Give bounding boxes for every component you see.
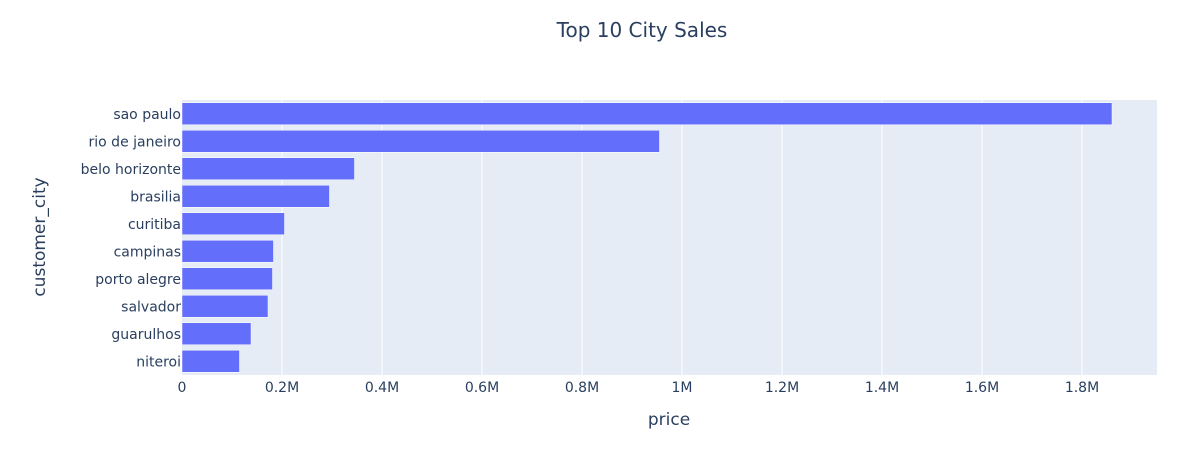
x-tick-label: 0.4M	[365, 380, 399, 396]
y-tick-label: campinas	[114, 244, 181, 260]
y-tick-label: curitiba	[128, 217, 181, 233]
bar-curitiba	[181, 212, 285, 235]
bar-campinas	[181, 240, 274, 263]
x-tick-label: 1.4M	[865, 380, 899, 396]
x-tick-label: 0.8M	[565, 380, 599, 396]
y-tick-label: salvador	[121, 299, 181, 315]
bar-porto-alegre	[181, 267, 273, 290]
y-tick-label: rio de janeiro	[89, 134, 181, 150]
bar-niteroi	[181, 350, 240, 373]
x-tick-label: 1M	[672, 380, 693, 396]
y-tick-labels: sao paulo rio de janeiro belo horizonte bra…	[81, 107, 182, 371]
y-tick-label: sao paulo	[113, 107, 181, 123]
x-tick-label: 0.2M	[265, 380, 299, 396]
x-tick-label: 0	[178, 380, 187, 396]
x-tick-label: 1.6M	[965, 380, 999, 396]
x-tick-label: 0.6M	[465, 380, 499, 396]
x-tick-label: 1.8M	[1065, 380, 1099, 396]
bars	[181, 102, 1113, 373]
y-tick-label: belo horizonte	[81, 162, 181, 178]
bar-belo-horizonte	[181, 157, 355, 180]
bar-brasilia	[181, 185, 330, 208]
chart-title: Top 10 City Sales	[556, 18, 728, 42]
bar-guarulhos	[181, 322, 252, 345]
y-tick-label: niteroi	[136, 354, 181, 370]
y-tick-label: brasilia	[130, 189, 181, 205]
bar-sao-paulo	[181, 102, 1113, 125]
bar-salvador	[181, 295, 269, 318]
y-tick-label: guarulhos	[111, 327, 181, 343]
x-tick-label: 1.2M	[765, 380, 799, 396]
y-axis-title: customer_city	[30, 177, 50, 296]
y-tick-label: porto alegre	[95, 272, 181, 288]
bar-rio-de-janeiro	[181, 130, 660, 153]
x-tick-labels: 0 0.2M 0.4M 0.6M 0.8M 1M 1.2M 1.4M 1.6M 1.8M	[178, 380, 1100, 396]
x-axis-title: price	[648, 410, 690, 430]
